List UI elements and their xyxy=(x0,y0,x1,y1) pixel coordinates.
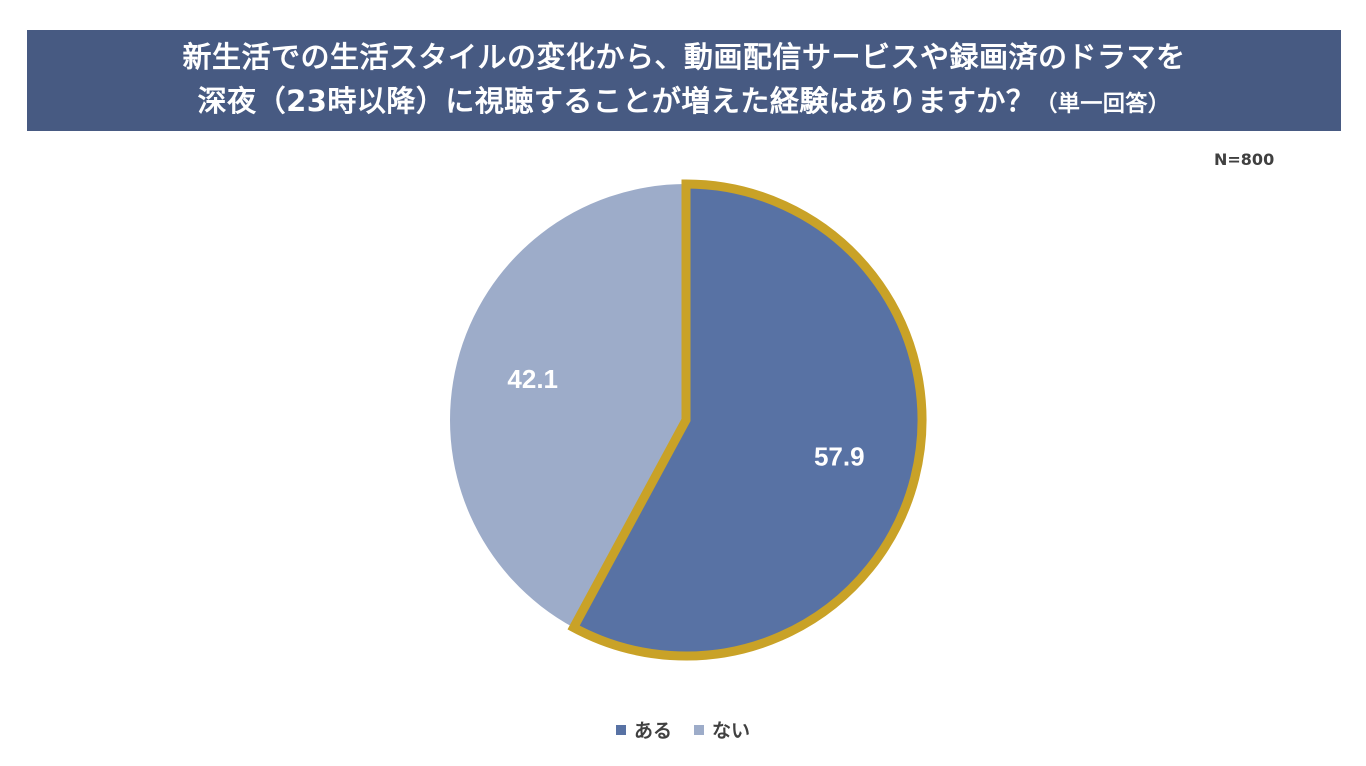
chart-legend: ある ない xyxy=(0,716,1366,743)
pie-slice-nai xyxy=(449,184,686,628)
legend-swatch-aru xyxy=(615,724,626,735)
legend-label-aru: ある xyxy=(633,720,672,742)
chart-title-line-1: 新生活での生活スタイルの変化から、動画配信サービスや録画済のドラマを xyxy=(182,39,1186,74)
pie-label-aru: 57.9 xyxy=(814,442,865,472)
pie-label-nai: 42.1 xyxy=(507,364,558,394)
chart-title-question: 深夜（23時以降）に視聴することが増えた経験はありますか？ xyxy=(197,83,1036,118)
sample-size-label: N=800 xyxy=(1214,150,1275,169)
chart-title-line-2: 深夜（23時以降）に視聴することが増えた経験はありますか？（単一回答） xyxy=(198,79,1171,127)
legend-swatch-nai xyxy=(694,724,704,735)
legend-label-nai: ない xyxy=(712,720,751,742)
legend-item-aru: ある xyxy=(615,716,672,743)
title-banner: 新生活での生活スタイルの変化から、動画配信サービスや録画済のドラマを 深夜（23… xyxy=(27,30,1341,131)
chart-title-note: （単一回答） xyxy=(1035,91,1171,117)
legend-item-nai: ない xyxy=(694,716,750,743)
pie-slice-aru xyxy=(567,179,927,661)
